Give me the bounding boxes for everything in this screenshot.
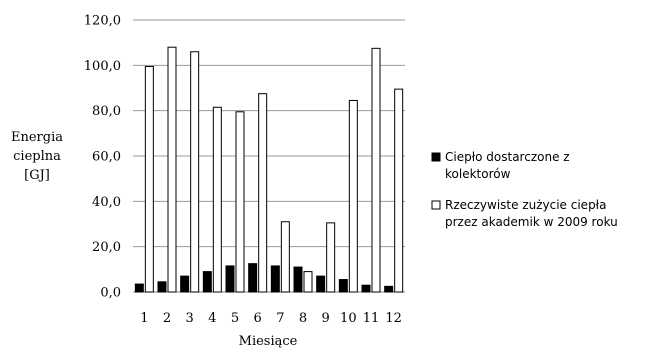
y-axis-title: Energia cieplna [GJ] [11, 130, 63, 183]
bar-actual-heat-usage [280, 221, 290, 293]
x-tick-label: 4 [208, 311, 216, 326]
y-axis-title-line-2: cieplna [13, 149, 61, 164]
x-tick-labels: 1 2 3 4 5 6 7 8 9 10 11 12 [140, 311, 402, 326]
bar-actual-heat-usage [212, 106, 222, 293]
y-tick-label: 80,0 [92, 104, 121, 119]
y-axis-title-line-3: [GJ] [24, 168, 50, 183]
bar-heat-from-collectors [180, 275, 190, 293]
bar-heat-from-collectors [384, 285, 394, 293]
bar-heat-from-collectors [225, 265, 235, 293]
y-tick-label: 60,0 [92, 150, 121, 165]
x-tick-label: 11 [363, 311, 380, 326]
x-tick-label: 8 [299, 311, 307, 326]
x-axis-title: Miesiące [239, 334, 298, 349]
bar-actual-heat-usage [371, 47, 381, 293]
bar-actual-heat-usage [394, 88, 404, 293]
bar-heat-from-collectors [134, 283, 144, 293]
bar-heat-from-collectors [202, 271, 212, 293]
bar-actual-heat-usage [348, 99, 358, 293]
legend-swatch-actual-heat-usage [431, 200, 441, 210]
bar-actual-heat-usage [190, 51, 200, 293]
legend-label-line: Ciepło dostarczone z [445, 150, 570, 164]
y-tick-label: 40,0 [92, 195, 121, 210]
legend-item-heat-from-collectors: Ciepło dostarczone z kolektorów [431, 150, 570, 181]
legend-label-line: Rzeczywiste zużycie ciepła [445, 198, 606, 212]
y-axis-title-line-1: Energia [11, 130, 63, 145]
bar-heat-from-collectors [248, 263, 258, 293]
bar-heat-from-collectors [270, 265, 280, 293]
bar-heat-from-collectors [316, 275, 326, 293]
x-tick-label: 2 [163, 311, 171, 326]
legend-swatch-heat-from-collectors [431, 152, 441, 162]
legend-item-actual-heat-usage: Rzeczywiste zużycie ciepła przez akademi… [431, 198, 618, 229]
x-tick-label: 10 [340, 311, 357, 326]
bar-actual-heat-usage [258, 93, 268, 293]
x-tick-label: 6 [254, 311, 262, 326]
bar-actual-heat-usage [326, 222, 336, 293]
x-tick-label: 9 [322, 311, 330, 326]
bar-heat-from-collectors [293, 266, 303, 293]
legend-label-line: przez akademik w 2009 roku [445, 215, 618, 229]
x-tick-label: 1 [140, 311, 148, 326]
x-tick-label: 12 [385, 311, 402, 326]
bar-heat-from-collectors [157, 281, 167, 293]
bar-heat-from-collectors [361, 284, 371, 293]
y-tick-label: 0,0 [100, 286, 121, 301]
bar-actual-heat-usage [144, 65, 154, 293]
y-tick-label: 20,0 [92, 240, 121, 255]
x-tick-label: 7 [276, 311, 284, 326]
x-tick-label: 5 [231, 311, 239, 326]
bars [134, 46, 404, 293]
legend: Ciepło dostarczone z kolektorów Rzeczywi… [431, 150, 618, 229]
gridlines [133, 19, 405, 293]
bar-heat-from-collectors [338, 279, 348, 293]
x-tick-label: 3 [186, 311, 194, 326]
bar-actual-heat-usage [167, 46, 177, 293]
legend-label-line: kolektorów [445, 167, 511, 181]
y-tick-label: 120,0 [84, 14, 121, 29]
bar-actual-heat-usage [235, 111, 245, 293]
bar-actual-heat-usage [303, 271, 313, 293]
y-tick-label: 100,0 [84, 59, 121, 74]
y-tick-labels: 0,0 20,0 40,0 60,0 80,0 100,0 120,0 [84, 14, 121, 301]
